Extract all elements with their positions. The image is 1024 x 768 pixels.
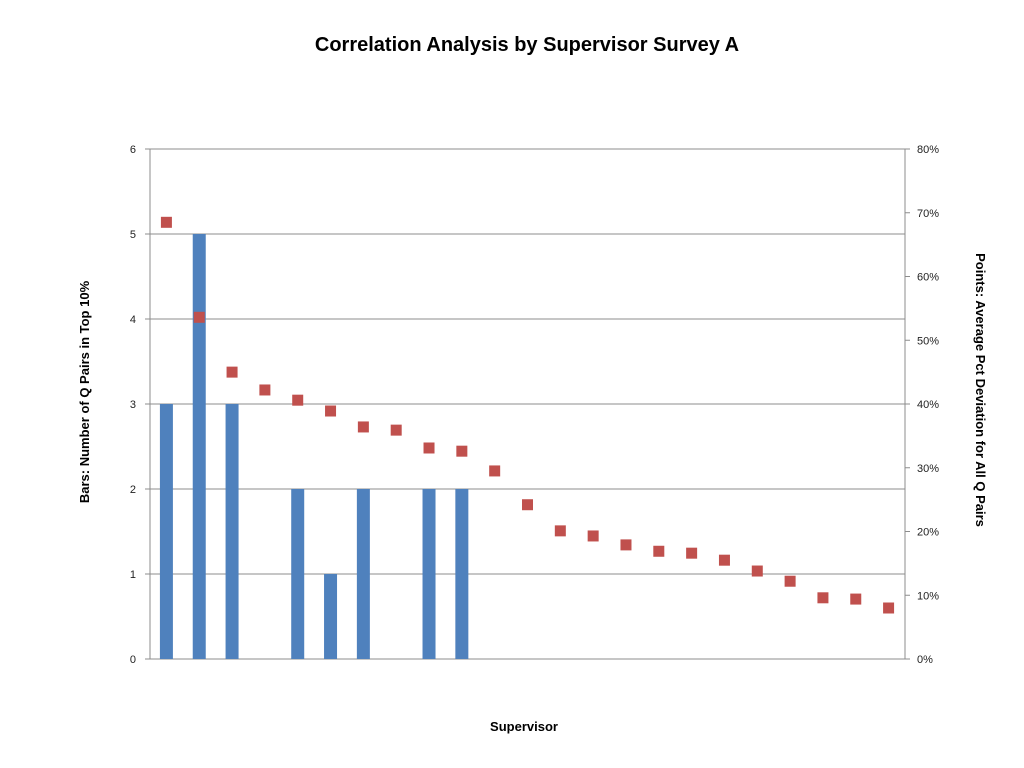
data-point <box>423 442 435 454</box>
data-point <box>587 530 599 542</box>
data-point <box>292 394 304 406</box>
left-tick-label: 0 <box>130 654 136 666</box>
bar <box>422 489 436 659</box>
right-tick-label: 60% <box>917 272 939 284</box>
left-axis-ticks: 0 1 2 3 4 5 6 <box>130 144 136 666</box>
right-tick-label: 30% <box>917 463 939 475</box>
bar <box>159 404 173 659</box>
data-point <box>325 405 337 417</box>
data-point <box>653 545 665 557</box>
data-point <box>259 384 271 396</box>
right-tick-label: 70% <box>917 208 939 220</box>
bar <box>455 489 469 659</box>
data-point <box>686 547 698 559</box>
chart-title: Correlation Analysis by Supervisor Surve… <box>315 34 739 56</box>
right-tick-label: 50% <box>917 335 939 347</box>
data-point <box>160 216 172 228</box>
left-tick-label: 4 <box>130 314 136 326</box>
bar <box>356 489 370 659</box>
data-point <box>850 593 862 605</box>
bar <box>225 404 239 659</box>
left-tick-label: 1 <box>130 569 136 581</box>
right-tick-label: 80% <box>917 144 939 156</box>
left-tick-label: 5 <box>130 229 136 241</box>
data-point <box>718 554 730 566</box>
left-tick-label: 2 <box>130 484 136 496</box>
data-point <box>193 311 205 323</box>
data-point <box>489 465 501 477</box>
data-point <box>357 421 369 433</box>
right-tick-label: 20% <box>917 527 939 539</box>
data-point <box>554 525 566 537</box>
data-point <box>784 575 796 587</box>
bar <box>291 489 305 659</box>
data-point <box>390 424 402 436</box>
left-tick-label: 6 <box>130 144 136 156</box>
bar-series <box>159 234 469 659</box>
gridlines <box>145 148 910 660</box>
data-point <box>226 366 238 378</box>
right-tick-label: 40% <box>917 399 939 411</box>
right-tick-label: 0% <box>917 654 933 666</box>
x-axis-label: Supervisor <box>490 719 558 734</box>
bar <box>192 234 206 659</box>
data-point <box>456 445 468 457</box>
point-series <box>160 216 895 614</box>
right-axis-label: Points: Average Pct Deviation for All Q … <box>973 253 988 527</box>
data-point <box>817 592 829 604</box>
right-axis-ticks: 0% 10% 20% 30% 40% 50% 60% 70% 80% <box>917 144 939 666</box>
data-point <box>522 499 533 511</box>
data-point <box>751 565 763 577</box>
data-point <box>883 602 895 614</box>
bar <box>324 574 338 659</box>
data-point <box>620 539 632 551</box>
right-tick-label: 10% <box>917 590 939 602</box>
left-tick-label: 3 <box>130 399 136 411</box>
left-axis-label: Bars: Number of Q Pairs in Top 10% <box>77 280 92 503</box>
